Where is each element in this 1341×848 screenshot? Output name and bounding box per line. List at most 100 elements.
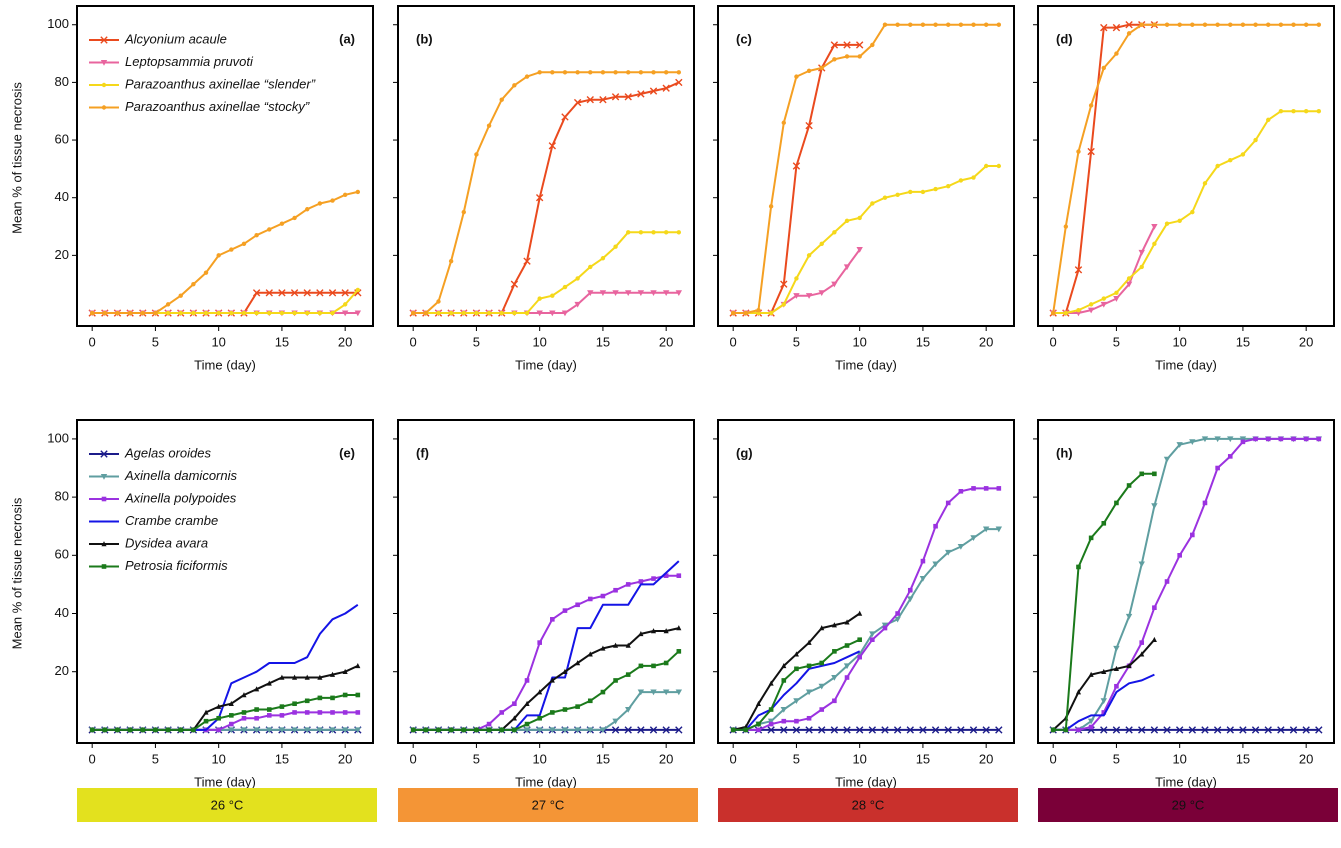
marker [1088,535,1094,541]
marker [1213,726,1222,734]
marker [265,289,273,297]
panel-label: (e) [339,445,355,460]
series-line [1052,23,1319,314]
marker [587,596,593,602]
x-tick-label: 15 [596,334,610,349]
marker [663,230,669,235]
marker [537,689,543,695]
legend-marker [101,82,107,88]
marker [436,299,441,304]
marker [575,276,580,281]
panel-label: (g) [736,445,753,460]
marker [291,727,298,734]
marker [637,726,645,734]
marker [317,310,323,316]
marker [486,727,492,733]
marker [818,290,825,297]
marker [794,718,799,724]
marker [448,727,454,733]
marker [946,22,951,27]
marker [140,310,145,316]
legend-label: Crambe crambe [125,513,218,528]
marker [971,22,976,27]
marker [599,290,607,297]
marker [1139,22,1144,27]
marker [474,310,479,316]
marker [831,281,838,288]
marker [625,706,632,713]
marker [461,310,466,316]
marker [203,270,209,275]
marker [102,310,108,316]
marker [793,293,800,299]
marker [944,726,952,734]
series-line [1053,437,1319,731]
marker [743,727,749,733]
series-line [413,81,680,314]
marker [1291,22,1296,27]
marker [354,289,362,297]
marker [216,310,221,316]
marker [1088,724,1094,730]
marker [486,123,492,128]
marker [1139,640,1145,645]
marker [651,230,656,235]
marker [781,718,787,724]
marker [355,287,361,293]
x-tick-label: 15 [916,751,930,766]
marker [1163,726,1171,734]
y-tick-label: 60 [55,547,69,562]
legend-marker [101,105,107,110]
marker [292,701,297,707]
marker [843,264,851,271]
x-tick-label: 15 [275,334,289,349]
x-tick-label: 10 [211,334,225,349]
marker [278,289,286,297]
marker [1227,454,1233,459]
marker [600,256,606,261]
panel-label: (c) [736,31,752,46]
marker [1076,149,1081,154]
marker [524,721,530,727]
y-tick-label: 20 [55,663,69,678]
marker [957,726,965,734]
marker [303,289,311,297]
marker [536,310,543,317]
marker [882,625,888,631]
marker [613,244,618,249]
marker [933,523,938,529]
marker [266,680,272,686]
marker [341,727,349,734]
marker [1050,727,1056,733]
marker [611,93,620,101]
marker [1202,22,1208,27]
marker [228,727,235,734]
x-tick-label: 5 [1113,334,1120,349]
marker [1188,726,1197,734]
marker [535,194,544,202]
marker [216,727,221,733]
marker [499,97,504,102]
marker [895,192,900,198]
x-tick-label: 5 [473,751,480,766]
marker [868,726,877,734]
marker [908,189,913,195]
marker [625,290,632,297]
marker [907,596,914,603]
marker [650,290,657,297]
marker [857,637,862,642]
marker [794,276,799,281]
marker [512,701,517,707]
marker [216,715,221,721]
panel-label: (a) [339,31,355,46]
x-tick-label: 0 [730,334,737,349]
marker [410,727,416,733]
marker [341,310,349,317]
marker [355,189,361,195]
marker [1150,726,1159,734]
marker [1138,561,1145,568]
marker [328,289,337,297]
marker [805,121,813,130]
marker [650,689,657,696]
x-tick-label: 0 [410,751,417,766]
